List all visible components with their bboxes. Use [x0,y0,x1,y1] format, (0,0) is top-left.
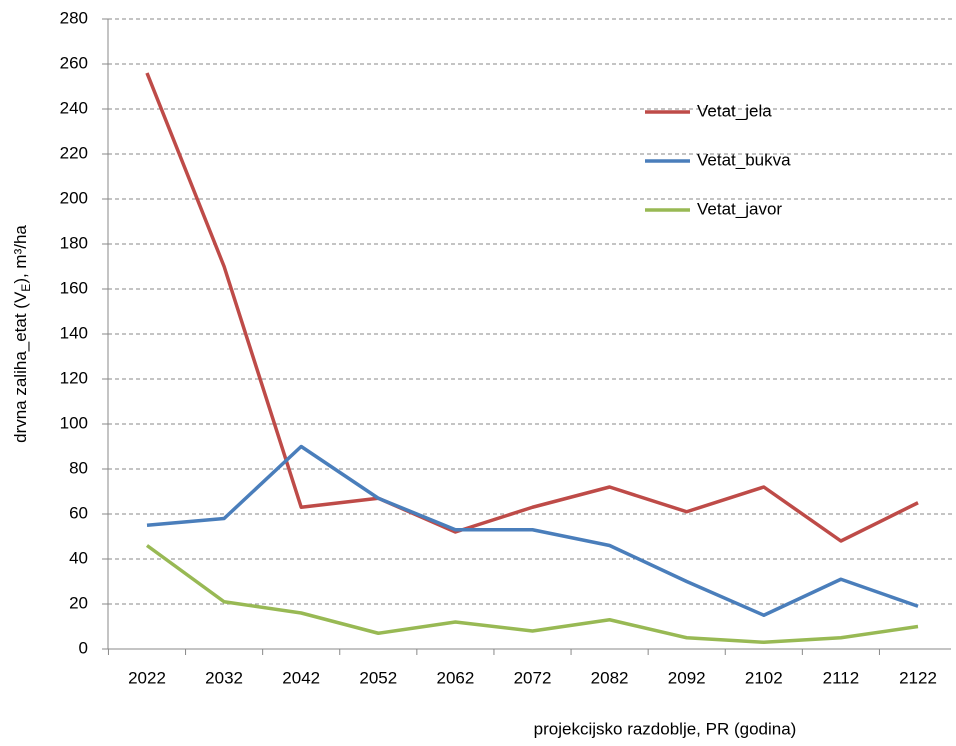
x-tick-label: 2032 [205,668,243,687]
y-tick-label: 220 [60,143,88,162]
legend-label: Vetat_jela [697,101,772,120]
series-line [145,544,919,644]
x-tick-label: 2062 [436,668,474,687]
x-tick-label: 2042 [282,668,320,687]
y-tick-label: 80 [69,458,88,477]
y-tick-label: 60 [69,503,88,522]
y-label-subscript: E [19,284,33,292]
y-axis-label: drvna zaliha_etat (VE), m³/ha [11,225,33,443]
x-tick-label: 2052 [359,668,397,687]
legend-label: Vetat_bukva [697,150,791,169]
y-tick-label: 20 [69,593,88,612]
y-tick-label: 280 [60,8,88,27]
x-axis-label: projekcijsko razdoblje, PR (godina) [534,719,797,738]
x-tick-label: 2092 [668,668,706,687]
series-line [145,72,919,543]
y-tick-label: 160 [60,278,88,297]
x-tick-label: 2112 [823,668,860,687]
y-tick-label: 140 [60,323,88,342]
y-label-part: drvna zaliha_etat (V [11,291,30,443]
x-tick-label: 2022 [128,668,166,687]
y-tick-label: 120 [60,368,88,387]
x-tick-label: 2122 [899,668,937,687]
y-tick-label: 260 [60,53,88,72]
legend-label: Vetat_javor [697,199,782,218]
y-tick-label: 180 [60,233,88,252]
x-tick-label: 2102 [745,668,783,687]
y-tick-label: 240 [60,98,88,117]
y-label-part: ), m³/ha [11,225,30,284]
x-tick-label: 2082 [591,668,629,687]
y-tick-label: 200 [60,188,88,207]
x-tick-label: 2072 [514,668,552,687]
y-tick-label: 100 [60,413,88,432]
y-tick-label: 40 [69,548,88,567]
series-line [146,444,919,617]
y-tick-label: 0 [79,638,88,657]
